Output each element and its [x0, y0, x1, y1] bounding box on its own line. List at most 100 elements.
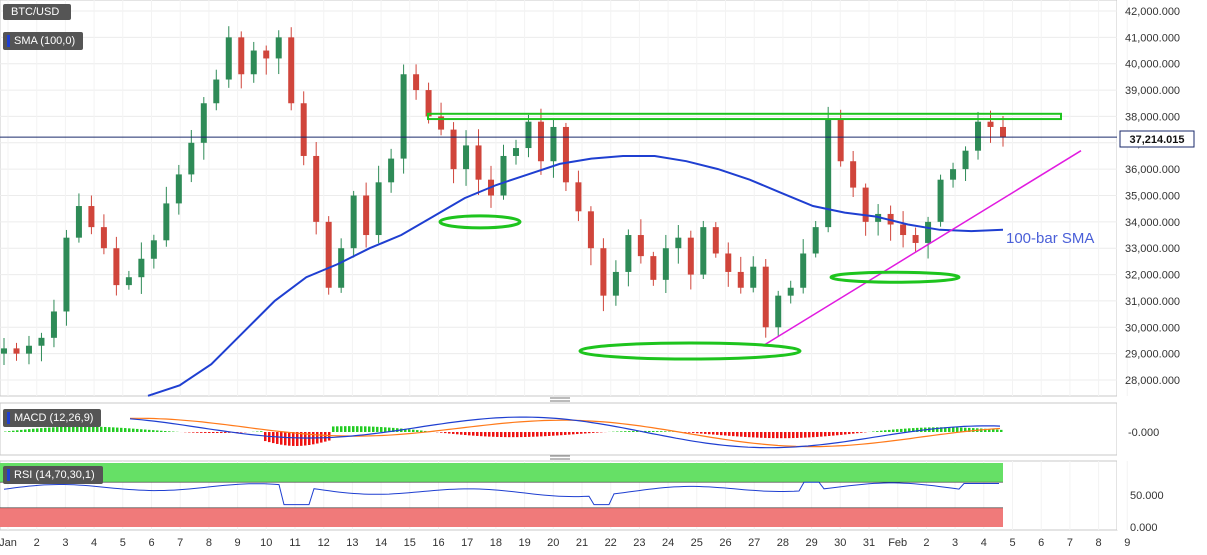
x-tick-label: 3 [952, 537, 958, 549]
rsi-legend[interactable]: RSI (14,70,30,1) [3, 466, 103, 484]
y-tick-label: 32,000.000 [1125, 270, 1180, 282]
macd-hist-bar [660, 431, 663, 432]
macd-hist-bar [524, 432, 527, 437]
candle-body [962, 150, 969, 170]
macd-hist-bar [984, 428, 987, 432]
macd-hist-bar [468, 432, 471, 436]
x-tick-label: 25 [691, 537, 703, 549]
candle-body [637, 235, 644, 257]
x-tick-label: 26 [719, 537, 731, 549]
y-tick-label: 29,000.000 [1125, 349, 1180, 361]
panel-resize-handle-1[interactable] [550, 397, 570, 402]
macd-hist-bar [332, 426, 335, 432]
macd-hist-bar [964, 427, 967, 432]
macd-hist-bar [412, 429, 415, 432]
macd-hist-bar [956, 427, 959, 432]
candle-body [900, 224, 907, 236]
macd-legend-text: MACD (12,26,9) [14, 412, 94, 424]
macd-hist-bar [832, 432, 835, 436]
x-tick-label: 2 [923, 537, 929, 549]
macd-hist-bar [76, 426, 79, 432]
candle-body [425, 90, 432, 117]
macd-hist-bar [872, 431, 875, 432]
support-ellipse [829, 270, 961, 284]
macd-hist-bar [208, 432, 211, 433]
macd-hist-bar [300, 432, 303, 446]
macd-hist-bar [108, 427, 111, 432]
macd-hist-bar [900, 428, 903, 432]
candle-body [862, 187, 869, 222]
macd-hist-bar [576, 432, 579, 435]
candle-body [587, 211, 594, 249]
macd-hist-bar [884, 430, 887, 432]
macd-hist-bar [116, 427, 119, 432]
candle-body [225, 37, 232, 80]
candle-body [88, 206, 95, 228]
macd-hist-bar [876, 431, 879, 432]
macd-hist-bar [500, 432, 503, 438]
candle-body [138, 258, 145, 278]
candle-body [650, 256, 657, 280]
candle-body [987, 121, 994, 127]
macd-hist-bar [448, 432, 451, 434]
x-tick-label: 23 [633, 537, 645, 549]
x-tick-label: 3 [62, 537, 68, 549]
candle-body [325, 221, 332, 288]
macd-hist-bar [392, 427, 395, 432]
macd-hist-bar [596, 432, 599, 433]
macd-hist-bar [540, 432, 543, 437]
candle-body [163, 203, 170, 241]
last-price-tag: 37,214.015 [1119, 130, 1195, 148]
macd-hist-bar [752, 432, 755, 438]
macd-hist-bar [444, 432, 447, 434]
macd-hist-bar [1000, 429, 1003, 432]
macd-hist-bar [908, 428, 911, 432]
macd-hist-bar [688, 432, 691, 433]
candle-body [13, 348, 20, 354]
panel-resize-handle-2[interactable] [550, 455, 570, 460]
macd-hist-bar [504, 432, 507, 438]
candle-body [575, 182, 582, 212]
macd-hist-bar [512, 432, 515, 438]
candle-body [313, 155, 320, 222]
candle-body [825, 119, 832, 228]
macd-hist-bar [416, 430, 419, 432]
price-axis [1117, 0, 1207, 530]
candle-body [113, 248, 120, 286]
macd-hist-bar [40, 428, 43, 432]
macd-hist-bar [760, 432, 763, 438]
sma-legend[interactable]: SMA (100,0) [3, 32, 84, 50]
y-tick-label: 38,000.000 [1125, 111, 1180, 123]
symbol-label[interactable]: BTC/USD [3, 4, 72, 20]
x-tick-label: 4 [981, 537, 987, 549]
macd-hist-bar [944, 427, 947, 432]
candle-body [762, 266, 769, 328]
x-tick-label: 17 [461, 537, 473, 549]
macd-hist-bar [364, 426, 367, 432]
grid-layer [0, 0, 1128, 530]
macd-hist-bar [988, 429, 991, 432]
price-panel[interactable] [0, 0, 1118, 397]
candle-body [1000, 126, 1006, 138]
macd-hist-bar [904, 428, 907, 432]
macd-hist-bar [380, 427, 383, 432]
candle-body [912, 235, 919, 243]
macd-legend[interactable]: MACD (12,26,9) [3, 409, 102, 427]
rsi-color-swatch [7, 469, 10, 481]
macd-hist-bar [284, 432, 287, 446]
macd-hist-bar [836, 432, 839, 436]
macd-hist-bar [192, 432, 195, 433]
candle-body [150, 240, 157, 259]
macd-hist-bar [796, 432, 799, 438]
macd-hist-bar [164, 431, 167, 432]
macd-hist-bar [84, 426, 87, 432]
x-tick-label: 19 [518, 537, 530, 549]
macd-hist-bar [520, 432, 523, 438]
macd-color-swatch [7, 412, 10, 424]
macd-hist-bar [64, 426, 67, 432]
candle-body [662, 248, 669, 280]
macd-hist-bar [12, 430, 15, 432]
candle-body [800, 253, 807, 288]
candle-body [925, 221, 932, 243]
